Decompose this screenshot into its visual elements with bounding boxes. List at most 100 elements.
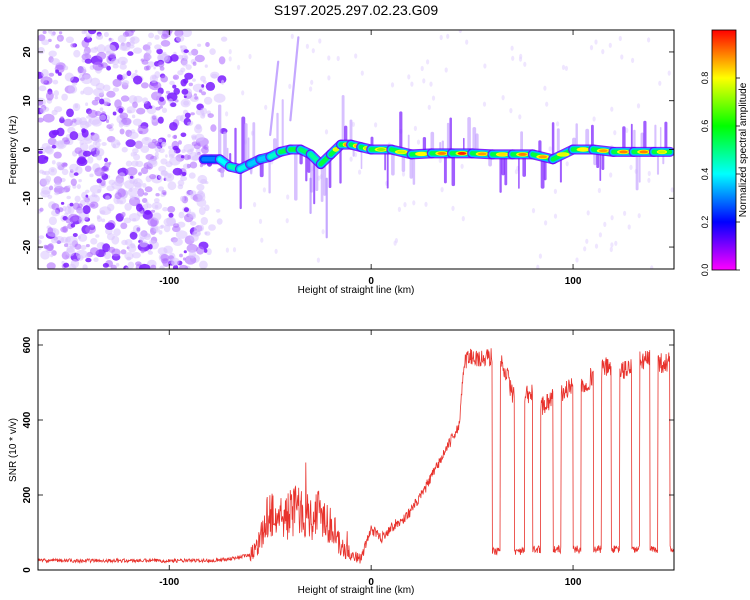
track-peak <box>477 152 487 156</box>
colorbar-tick-label: 0.6 <box>700 120 710 133</box>
noise-blob <box>91 99 99 106</box>
noise-blob <box>89 247 99 256</box>
colorbar: 0.0 0.2 0.4 0.6 0.8 Normalized spectral ampl… <box>700 29 749 276</box>
noise-blob <box>160 158 168 165</box>
noise-blob <box>118 172 126 178</box>
noise-speck <box>647 177 651 183</box>
noise-blob <box>122 80 130 86</box>
colorbar-tick-label: 0.4 <box>700 168 710 181</box>
noise-blob <box>72 233 78 237</box>
noise-speck <box>667 70 671 76</box>
noise-speck <box>618 35 622 42</box>
noise-blob <box>48 72 55 77</box>
noise-blob <box>102 263 109 268</box>
noise-blob <box>127 109 132 114</box>
noise-blob <box>120 43 128 51</box>
noise-blob <box>69 131 79 141</box>
noise-blob <box>68 263 77 269</box>
noise-blob <box>183 49 189 54</box>
noise-blob <box>53 176 63 185</box>
track-peak <box>376 148 386 151</box>
noise-blob <box>168 212 174 218</box>
noise-blob <box>194 124 203 134</box>
noise-speck <box>318 38 322 44</box>
noise-blob <box>157 61 165 68</box>
noise-blob <box>112 111 117 116</box>
noise-blob <box>129 213 141 222</box>
noise-speck <box>597 187 602 194</box>
noise-blob <box>148 32 155 39</box>
noise-blob <box>163 217 176 227</box>
noise-blob <box>144 186 153 193</box>
noise-blob <box>127 243 137 253</box>
noise-speck <box>241 90 245 96</box>
noise-blob <box>203 96 213 105</box>
noise-blob <box>48 167 58 176</box>
snr-x-label: Height of straight line (km) <box>298 585 415 596</box>
noise-blob <box>198 206 206 216</box>
noise-speck <box>412 200 416 206</box>
noise-blob <box>150 209 156 213</box>
noise-blob <box>87 30 97 35</box>
noise-speck <box>228 49 232 55</box>
noise-blob <box>191 135 197 141</box>
noise-blob <box>210 71 220 79</box>
noise-blob <box>113 228 121 236</box>
noise-speck <box>625 127 629 133</box>
noise-blob <box>161 107 168 114</box>
noise-blob <box>40 250 50 260</box>
noise-blob <box>209 48 216 55</box>
noise-speck <box>636 103 641 109</box>
noise-blob <box>63 243 69 248</box>
noise-blob <box>148 244 153 250</box>
noise-blob <box>181 149 186 154</box>
noise-blob <box>81 128 86 134</box>
noise-speck <box>305 43 309 49</box>
noise-speck <box>483 63 487 69</box>
noise-blob <box>173 223 180 228</box>
noise-blob <box>180 195 185 202</box>
noise-blob <box>215 209 221 213</box>
noise-blob <box>170 257 180 266</box>
noise-blob <box>132 225 141 233</box>
noise-speck <box>608 42 612 48</box>
snr-panel: -100 0 100 0 200 400 600 Height of straight l… <box>8 329 675 596</box>
noise-blob <box>88 144 96 152</box>
noise-blob <box>85 121 92 127</box>
noise-blob <box>39 207 44 212</box>
noise-blob <box>108 246 116 253</box>
noise-blob <box>101 142 107 146</box>
noise-speck <box>416 139 421 145</box>
noise-blob <box>101 111 106 116</box>
noise-blob <box>43 170 50 176</box>
noise-speck <box>609 246 613 253</box>
noise-blob <box>168 145 172 150</box>
noise-blob <box>157 116 164 124</box>
noise-blob <box>132 252 141 259</box>
noise-blob <box>162 207 169 212</box>
noise-blob <box>201 91 207 96</box>
noise-blob <box>204 231 211 236</box>
noise-blob <box>85 225 96 234</box>
noise-blob <box>141 82 149 89</box>
noise-blob <box>181 171 187 177</box>
noise-speck <box>561 64 566 70</box>
colorbar-gradient <box>711 29 737 271</box>
noise-speck <box>274 248 278 254</box>
noise-blob <box>205 81 216 91</box>
noise-blob <box>129 179 136 184</box>
noise-blob <box>103 31 109 38</box>
noise-blob <box>76 184 81 190</box>
noise-blob <box>55 44 60 49</box>
noise-blob <box>106 90 116 98</box>
spectrogram-x-tick-label: -100 <box>159 276 179 287</box>
noise-blob <box>45 175 52 183</box>
noise-blob <box>153 84 159 89</box>
noise-blob <box>70 223 76 228</box>
snr-y-label: SNR (10 * v/v) <box>8 418 19 482</box>
noise-blob <box>180 79 187 87</box>
noise-speck <box>601 49 605 55</box>
noise-speck <box>349 156 353 162</box>
noise-blob <box>106 185 115 192</box>
noise-blob <box>170 54 179 62</box>
